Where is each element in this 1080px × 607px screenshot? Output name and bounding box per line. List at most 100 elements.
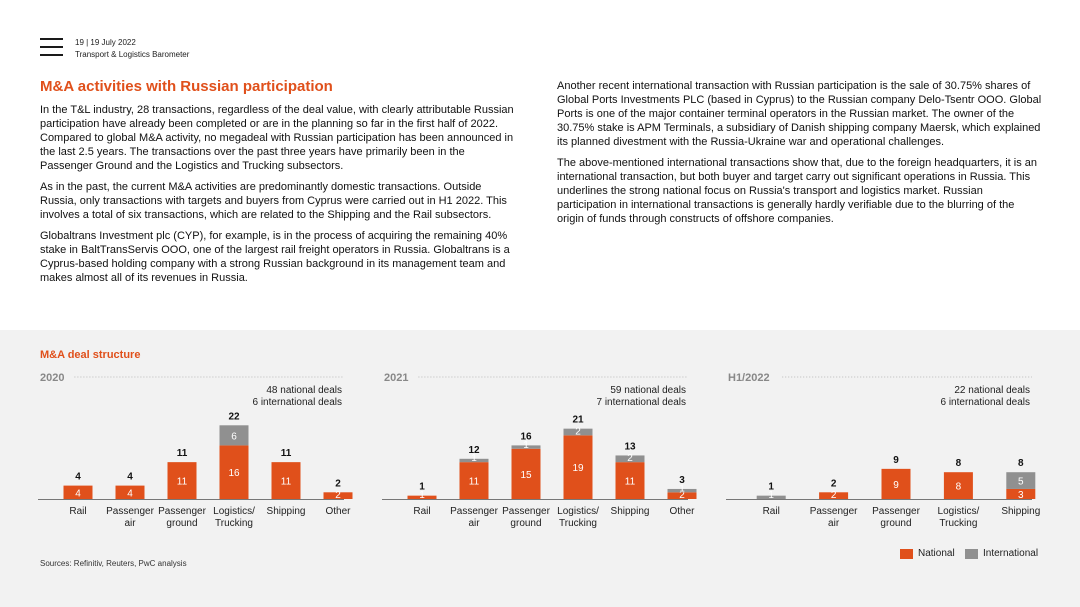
category-label: Rail bbox=[69, 506, 86, 517]
bar-national bbox=[459, 462, 489, 499]
page-info: 19 | 19 July 2022 bbox=[75, 38, 136, 47]
chart-summary-line: 22 national deals bbox=[954, 385, 1030, 396]
bar-national-label: 11 bbox=[469, 477, 480, 488]
paragraph: As in the past, the current M&A activiti… bbox=[40, 181, 507, 221]
chart-title: 2020 bbox=[40, 372, 64, 384]
bar-national-label: 2 bbox=[831, 490, 837, 501]
legend-label-national: National bbox=[918, 548, 955, 559]
bar-total-label: 21 bbox=[572, 415, 584, 426]
bar-international-label: 2 bbox=[575, 426, 581, 437]
category-label: Passenger bbox=[502, 506, 550, 517]
category-label: Rail bbox=[413, 506, 430, 517]
bar-national-label: 4 bbox=[75, 488, 81, 499]
legend-swatch-international bbox=[965, 548, 978, 559]
bar-national bbox=[219, 445, 249, 499]
legend-swatch-national bbox=[900, 548, 913, 559]
paragraph: Another recent international transaction… bbox=[557, 80, 1042, 148]
bar-international-label: 1 bbox=[471, 453, 477, 464]
category-label: Other bbox=[325, 506, 351, 517]
category-label: Rail bbox=[763, 506, 780, 517]
menu-icon[interactable] bbox=[40, 38, 63, 56]
category-label: Logistics/ bbox=[557, 506, 599, 517]
bar-international-label: 1 bbox=[679, 483, 685, 494]
bar-national bbox=[615, 462, 645, 499]
left-text-column: In the T&L industry, 28 transactions, re… bbox=[40, 103, 520, 292]
category-label: Logistics/ bbox=[213, 506, 255, 517]
category-label: air bbox=[124, 518, 136, 529]
bar-national bbox=[115, 485, 145, 499]
bar-national-label: 11 bbox=[625, 477, 636, 488]
bar-total-label: 1 bbox=[419, 482, 425, 493]
bar-national-label: 3 bbox=[1018, 490, 1024, 501]
bar-national-label: 2 bbox=[679, 490, 685, 501]
category-label: Other bbox=[669, 506, 695, 517]
bar-total-label: 4 bbox=[127, 472, 133, 483]
category-label: air bbox=[468, 518, 480, 529]
bar-national bbox=[511, 448, 541, 499]
bar-national bbox=[667, 492, 697, 499]
bar-international bbox=[563, 428, 593, 436]
chart-2021: 2021 59 national deals 7 international dea… bbox=[382, 368, 697, 538]
bar-international bbox=[459, 458, 489, 463]
bar-national-label: 2 bbox=[335, 490, 341, 501]
bar-total-label: 22 bbox=[228, 411, 240, 422]
bar-total-label: 13 bbox=[624, 441, 636, 452]
bar-total-label: 4 bbox=[75, 472, 81, 483]
category-label: Passenger bbox=[106, 506, 154, 517]
bar-international bbox=[667, 488, 697, 493]
category-label: Passenger bbox=[810, 506, 858, 517]
bar-national bbox=[63, 485, 93, 499]
bar-total-label: 3 bbox=[679, 475, 685, 486]
sources-note: Sources: Refinitiv, Reuters, PwC analysi… bbox=[40, 559, 187, 568]
category-label: Shipping bbox=[267, 506, 306, 517]
bar-national bbox=[1006, 488, 1036, 499]
chart-2020: 2020 48 national deals 6 international dea… bbox=[38, 368, 353, 538]
bar-national bbox=[819, 492, 849, 499]
bar-national-label: 9 bbox=[893, 480, 899, 491]
bar-total-label: 11 bbox=[281, 448, 292, 459]
section-title: M&A deal structure bbox=[40, 349, 141, 361]
chart-h1-2022: H1/2022 22 national deals 6 international … bbox=[726, 368, 1040, 538]
category-label: air bbox=[828, 518, 840, 529]
bar-total-label: 2 bbox=[335, 478, 341, 489]
bar-total-label: 8 bbox=[956, 458, 962, 469]
legend-national: National bbox=[900, 548, 955, 559]
bar-national-label: 11 bbox=[177, 477, 188, 488]
legend-international: International bbox=[965, 548, 1038, 559]
category-label: Passenger bbox=[158, 506, 206, 517]
bar-national-label: 1 bbox=[419, 490, 425, 501]
bar-national-label: 19 bbox=[572, 463, 584, 474]
category-label: ground bbox=[166, 518, 197, 529]
report-name: Transport & Logistics Barometer bbox=[75, 50, 190, 59]
bar-international-label: 5 bbox=[1018, 477, 1024, 488]
bar-total-label: 16 bbox=[520, 431, 532, 442]
category-label: Logistics/ bbox=[938, 506, 980, 517]
category-label: Trucking bbox=[939, 518, 977, 529]
legend-label-international: International bbox=[983, 548, 1039, 559]
bar-international bbox=[1006, 472, 1036, 489]
bar-national-label: 16 bbox=[228, 468, 240, 479]
bar-national bbox=[563, 435, 593, 499]
bar-national-label: 8 bbox=[956, 482, 962, 493]
bar-national bbox=[271, 462, 301, 499]
bar-national bbox=[167, 462, 197, 499]
paragraph: Globaltrans Investment plc (CYP), for ex… bbox=[40, 230, 510, 284]
paragraph: The above-mentioned international transa… bbox=[557, 157, 1038, 225]
bar-international-label: 2 bbox=[627, 453, 633, 464]
bar-international bbox=[756, 495, 786, 499]
category-label: Passenger bbox=[872, 506, 920, 517]
category-label: Shipping bbox=[611, 506, 650, 517]
page-title: M&A activities with Russian participatio… bbox=[40, 78, 333, 95]
category-label: Shipping bbox=[1001, 506, 1040, 517]
category-label: Trucking bbox=[559, 518, 597, 529]
category-label: ground bbox=[510, 518, 541, 529]
category-label: Passenger bbox=[450, 506, 498, 517]
bar-total-label: 1 bbox=[768, 482, 774, 493]
bar-total-label: 8 bbox=[1018, 458, 1024, 469]
paragraph: In the T&L industry, 28 transactions, re… bbox=[40, 104, 514, 172]
chart-summary-line: 48 national deals bbox=[266, 385, 342, 396]
bar-national-label: 4 bbox=[127, 488, 133, 499]
